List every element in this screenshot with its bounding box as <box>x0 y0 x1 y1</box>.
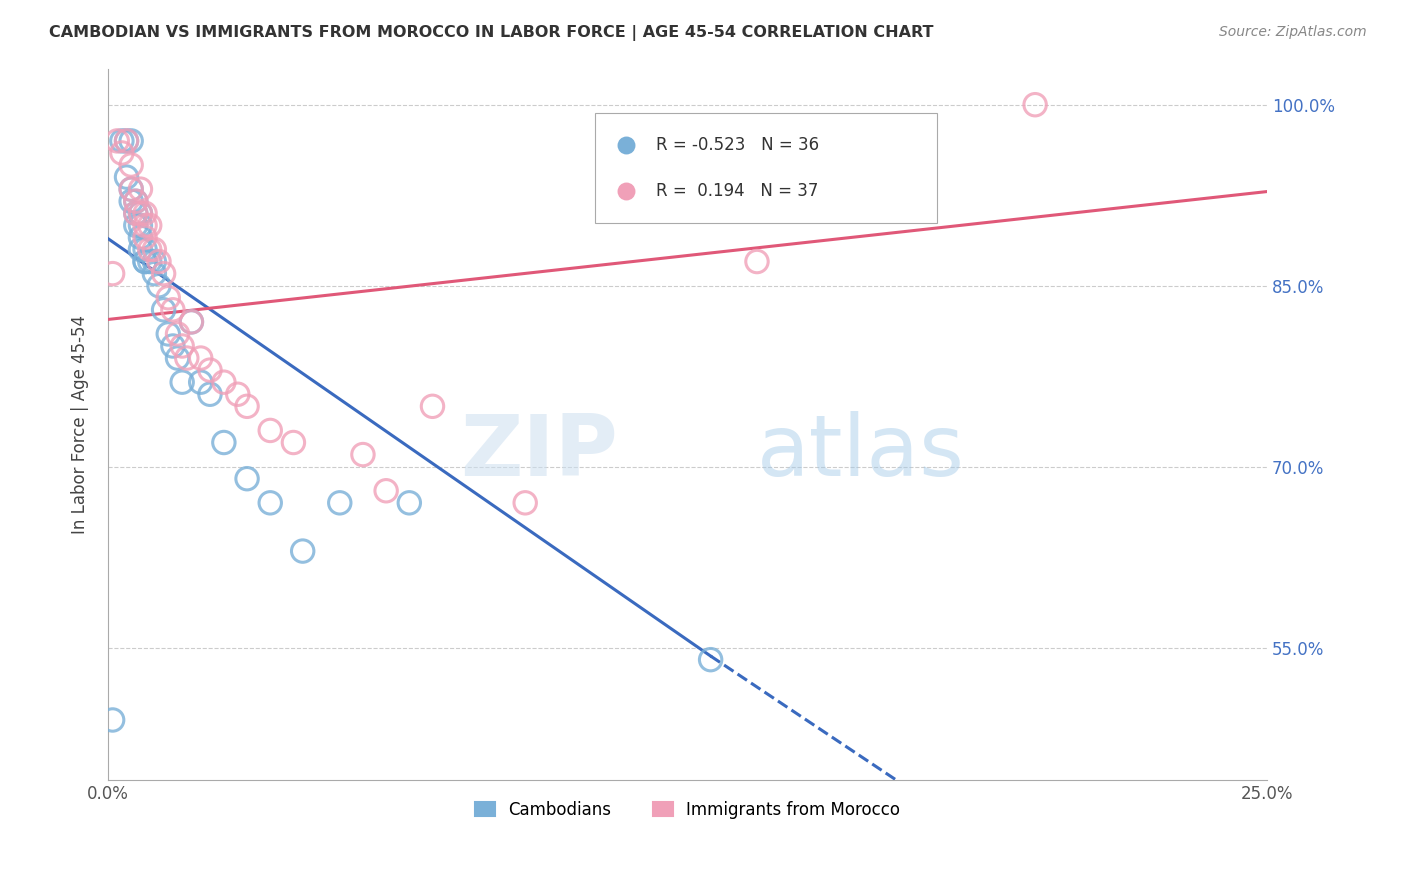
Point <box>125 206 148 220</box>
Point <box>129 243 152 257</box>
FancyBboxPatch shape <box>595 112 936 223</box>
Point <box>176 351 198 365</box>
Point <box>166 326 188 341</box>
Point <box>291 544 314 558</box>
Point <box>166 351 188 365</box>
Point <box>134 243 156 257</box>
Point <box>111 145 134 160</box>
Point <box>134 254 156 268</box>
Point <box>120 182 142 196</box>
Point <box>375 483 398 498</box>
Y-axis label: In Labor Force | Age 45-54: In Labor Force | Age 45-54 <box>72 315 89 534</box>
Point <box>515 496 537 510</box>
Text: Source: ZipAtlas.com: Source: ZipAtlas.com <box>1219 25 1367 39</box>
Point <box>134 206 156 220</box>
Point <box>198 387 221 401</box>
Point <box>172 375 194 389</box>
Point <box>198 363 221 377</box>
Point <box>190 375 212 389</box>
Point <box>143 254 166 268</box>
Text: R =  0.194   N = 37: R = 0.194 N = 37 <box>657 181 818 200</box>
Point <box>190 351 212 365</box>
Point <box>120 134 142 148</box>
Point <box>157 291 180 305</box>
Point <box>134 230 156 244</box>
Point <box>352 448 374 462</box>
Point <box>115 170 138 185</box>
Point <box>180 315 202 329</box>
Text: R = -0.523   N = 36: R = -0.523 N = 36 <box>657 136 820 154</box>
Point <box>172 339 194 353</box>
Point <box>111 134 134 148</box>
Text: CAMBODIAN VS IMMIGRANTS FROM MOROCCO IN LABOR FORCE | AGE 45-54 CORRELATION CHAR: CAMBODIAN VS IMMIGRANTS FROM MOROCCO IN … <box>49 25 934 41</box>
Point <box>226 387 249 401</box>
Point <box>129 206 152 220</box>
Point <box>212 435 235 450</box>
Point <box>115 134 138 148</box>
Point <box>745 254 768 268</box>
Point <box>259 496 281 510</box>
Point <box>259 424 281 438</box>
Text: atlas: atlas <box>756 411 965 494</box>
Point <box>129 219 152 233</box>
Point <box>143 267 166 281</box>
Point <box>236 472 259 486</box>
Point <box>138 219 160 233</box>
Point <box>101 267 124 281</box>
Point <box>148 278 170 293</box>
Point <box>398 496 420 510</box>
Point <box>1024 97 1046 112</box>
Point <box>148 254 170 268</box>
Point <box>134 254 156 268</box>
Point <box>105 134 128 148</box>
Point <box>699 653 721 667</box>
Point <box>138 254 160 268</box>
Point <box>120 158 142 172</box>
Text: ZIP: ZIP <box>460 411 617 494</box>
Point <box>157 326 180 341</box>
Point <box>180 315 202 329</box>
Point <box>422 400 444 414</box>
Point <box>129 230 152 244</box>
Point <box>134 219 156 233</box>
Point <box>125 206 148 220</box>
Point <box>129 206 152 220</box>
Point <box>101 713 124 727</box>
Point <box>152 302 174 317</box>
Point <box>236 400 259 414</box>
Point <box>115 134 138 148</box>
Point <box>162 339 184 353</box>
Point <box>120 194 142 209</box>
Point <box>129 182 152 196</box>
Legend: Cambodians, Immigrants from Morocco: Cambodians, Immigrants from Morocco <box>468 794 907 825</box>
Point <box>125 219 148 233</box>
Point <box>212 375 235 389</box>
Point <box>329 496 352 510</box>
Point <box>162 302 184 317</box>
Point <box>152 267 174 281</box>
Point <box>138 243 160 257</box>
Point <box>125 194 148 209</box>
Point <box>283 435 305 450</box>
Point <box>120 182 142 196</box>
Point <box>143 243 166 257</box>
Point <box>125 194 148 209</box>
